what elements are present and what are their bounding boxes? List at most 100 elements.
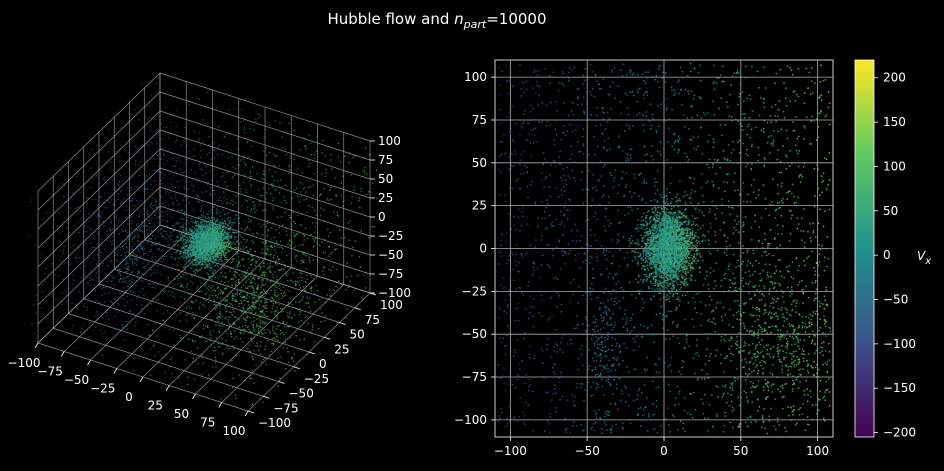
particle-3d bbox=[246, 140, 249, 143]
particle-3d bbox=[224, 165, 226, 168]
particle-3d bbox=[188, 240, 191, 243]
particle-3d bbox=[233, 315, 236, 318]
particle-3d bbox=[191, 248, 194, 250]
particle-3d bbox=[40, 307, 43, 310]
particle-3d bbox=[305, 274, 308, 276]
particle-3d bbox=[211, 237, 214, 240]
particle-3d bbox=[237, 164, 240, 166]
particle-3d bbox=[101, 252, 103, 254]
particle-3d bbox=[190, 220, 193, 223]
particle-3d bbox=[150, 274, 152, 276]
particle-3d bbox=[204, 325, 207, 328]
particle-3d bbox=[227, 225, 229, 227]
particle-3d bbox=[303, 338, 306, 340]
particle-3d bbox=[263, 265, 265, 267]
particle-3d bbox=[284, 148, 286, 150]
particle-3d bbox=[341, 205, 344, 207]
particle-3d bbox=[228, 109, 230, 111]
particle-3d bbox=[243, 250, 245, 252]
particle-3d bbox=[196, 194, 199, 196]
particle-3d bbox=[184, 265, 186, 268]
particle-3d bbox=[201, 291, 203, 293]
particle-3d bbox=[190, 256, 192, 259]
particle-3d bbox=[243, 220, 246, 223]
particle-3d bbox=[242, 245, 245, 247]
particle-3d bbox=[207, 226, 210, 228]
particle-3d bbox=[164, 204, 166, 207]
particle-3d bbox=[108, 227, 111, 229]
particle-3d bbox=[277, 385, 279, 387]
particle-3d bbox=[72, 244, 75, 247]
particle-3d bbox=[258, 223, 260, 225]
particle-3d bbox=[132, 312, 135, 315]
particle-3d bbox=[197, 196, 200, 198]
particle-3d bbox=[110, 220, 112, 222]
particle-3d bbox=[194, 225, 196, 227]
particle-3d bbox=[217, 209, 219, 212]
particle-3d bbox=[102, 220, 105, 223]
particle-3d bbox=[274, 338, 277, 341]
particle-3d bbox=[96, 277, 98, 279]
particle-3d bbox=[212, 247, 215, 250]
particle-3d bbox=[360, 187, 363, 190]
particle-3d bbox=[208, 332, 211, 334]
particle-3d bbox=[157, 171, 160, 173]
particle-3d bbox=[306, 292, 309, 295]
particle-3d bbox=[86, 202, 88, 204]
particle-3d bbox=[119, 186, 121, 188]
particle-3d bbox=[293, 152, 295, 155]
particle-3d bbox=[229, 241, 231, 244]
particle-3d bbox=[212, 330, 214, 332]
particle-3d bbox=[235, 266, 238, 268]
particle-3d bbox=[198, 216, 200, 218]
particle-3d bbox=[132, 357, 135, 360]
particle-3d bbox=[163, 312, 165, 315]
particle-3d bbox=[205, 241, 207, 243]
particle-3d bbox=[209, 330, 211, 332]
particle-3d bbox=[286, 322, 288, 324]
particle-3d bbox=[360, 190, 362, 193]
particle-3d bbox=[264, 348, 266, 351]
particle-3d bbox=[336, 268, 338, 271]
particle-3d bbox=[253, 349, 255, 352]
particle-3d bbox=[351, 255, 353, 257]
particle-3d bbox=[80, 191, 82, 193]
particle-3d bbox=[257, 232, 260, 235]
particle-3d bbox=[284, 294, 287, 296]
particle-3d bbox=[223, 232, 226, 234]
particle-3d bbox=[137, 357, 140, 360]
particle-3d bbox=[275, 155, 278, 157]
particle-3d bbox=[263, 321, 265, 324]
gridline-3d bbox=[129, 254, 340, 323]
particle-3d bbox=[262, 150, 265, 153]
particle-3d bbox=[153, 158, 156, 161]
particle-3d bbox=[193, 248, 195, 251]
particle-3d bbox=[215, 237, 217, 239]
particle-3d bbox=[309, 330, 312, 333]
particle-3d bbox=[71, 214, 73, 216]
particle-3d bbox=[205, 282, 207, 284]
particle-3d bbox=[261, 320, 264, 323]
particle-3d bbox=[323, 219, 325, 222]
particle-3d bbox=[162, 163, 165, 166]
particle-3d bbox=[266, 315, 269, 318]
particle-3d bbox=[197, 228, 199, 231]
particle-3d bbox=[215, 211, 218, 214]
particle-3d bbox=[235, 195, 238, 197]
particle-3d bbox=[177, 157, 180, 159]
particle-3d bbox=[188, 338, 191, 340]
particle-3d bbox=[194, 222, 197, 224]
particle-3d bbox=[265, 272, 267, 274]
particle-3d bbox=[118, 209, 120, 211]
particle-3d bbox=[225, 186, 228, 189]
particle-3d bbox=[182, 239, 185, 241]
particle-3d bbox=[195, 258, 197, 261]
particle-3d bbox=[232, 323, 235, 326]
particle-3d bbox=[182, 226, 184, 229]
particle-3d bbox=[257, 113, 259, 115]
particle-3d bbox=[270, 253, 272, 256]
particle-3d bbox=[210, 224, 213, 226]
particle-3d bbox=[250, 311, 253, 314]
particle-3d bbox=[214, 294, 217, 297]
